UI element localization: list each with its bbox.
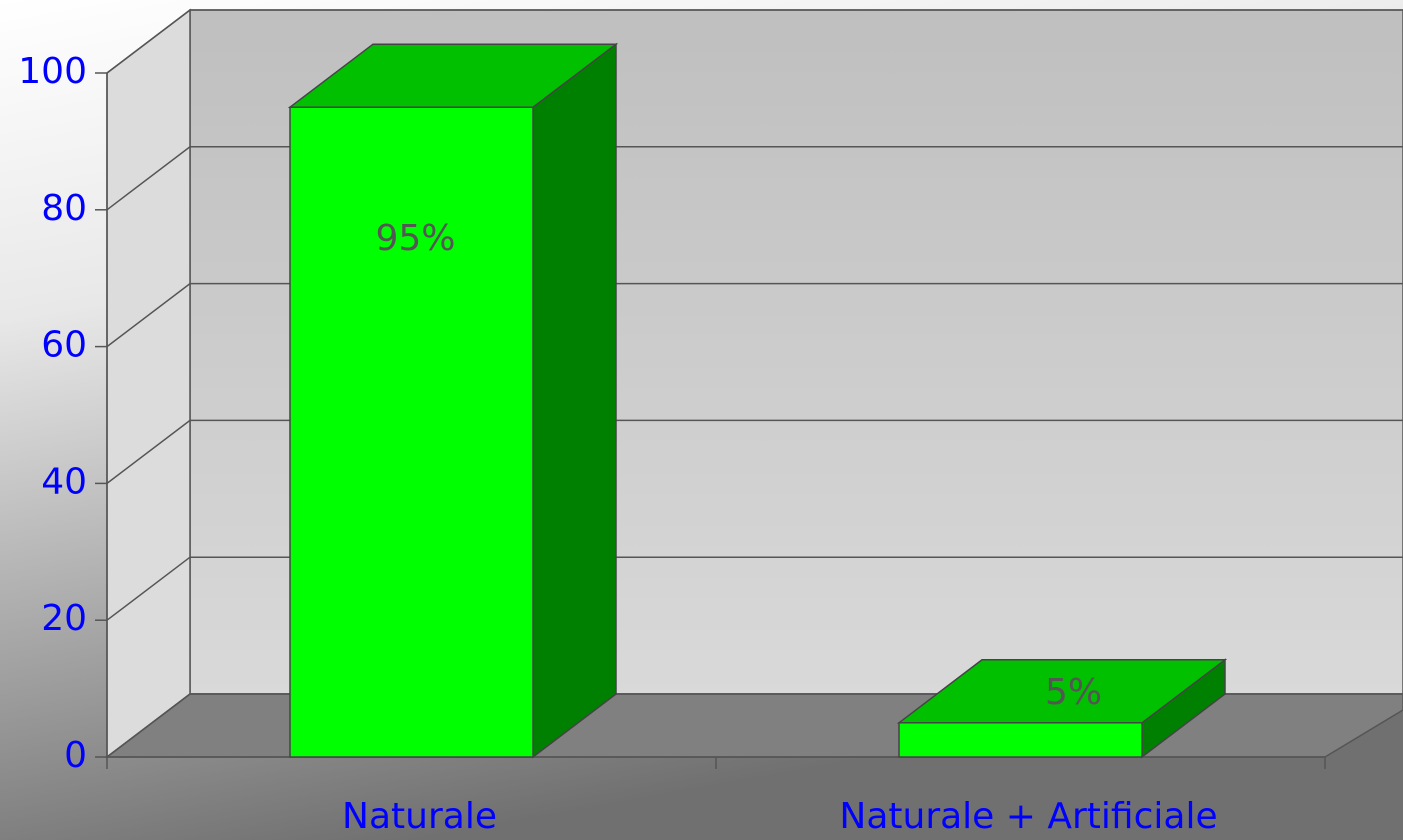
x-tick-label: Naturale + Artificiale — [839, 796, 1217, 837]
grid-line — [106, 419, 1403, 484]
y-tick-label: 20 — [41, 598, 87, 639]
x-tick-label: Naturale — [342, 796, 497, 837]
value-label: 95% — [375, 218, 455, 259]
y-tick-label: 0 — [64, 735, 87, 776]
y-tick-label: 80 — [41, 188, 87, 229]
bar-side — [532, 42, 617, 759]
y-tick-label: 60 — [41, 325, 87, 366]
grid-line — [106, 146, 1403, 211]
grid-line — [106, 282, 1403, 348]
side-wall — [106, 8, 191, 759]
value-label: 5% — [1045, 672, 1102, 713]
bar — [898, 722, 1143, 758]
y-tick-label: 100 — [18, 51, 87, 92]
grid-line — [106, 9, 1403, 74]
grid-line — [106, 556, 1403, 621]
y-tick-label: 40 — [41, 461, 87, 502]
bar — [289, 106, 534, 758]
